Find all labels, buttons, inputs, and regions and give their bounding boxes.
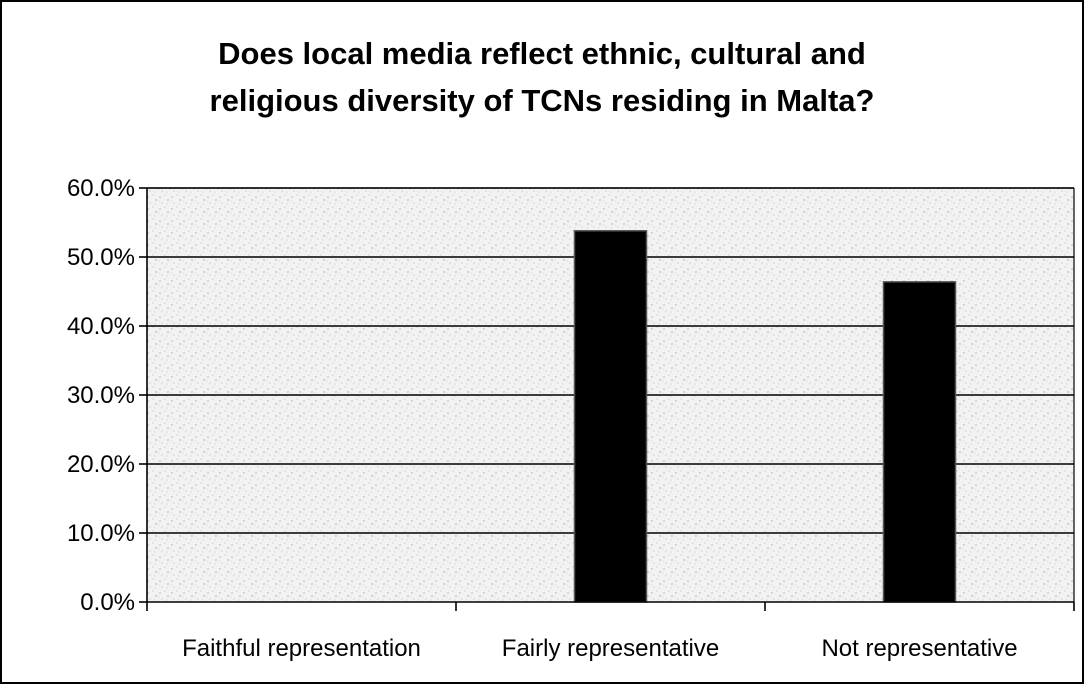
bar-2 — [882, 281, 957, 603]
chart-title: Does local media reflect ethnic, cultura… — [2, 30, 1082, 124]
chart-title-line-2: religious diversity of TCNs residing in … — [209, 83, 875, 118]
y-tick-label-3: 30.0% — [67, 382, 135, 409]
y-tick-label-5: 50.0% — [67, 244, 135, 271]
y-tick-label-0: 0.0% — [80, 589, 135, 616]
bar-1 — [573, 230, 648, 603]
x-category-label-1: Fairly representative — [502, 635, 719, 662]
y-tick-label-4: 40.0% — [67, 313, 135, 340]
x-category-labels: Faithful representation Fairly representa… — [182, 635, 1017, 662]
axes — [139, 187, 1075, 611]
x-category-label-2: Not representative — [821, 635, 1017, 662]
y-tick-label-6: 60.0% — [67, 175, 135, 202]
x-category-label-0: Faithful representation — [182, 635, 421, 662]
bars — [573, 230, 957, 603]
y-tick-label-2: 20.0% — [67, 451, 135, 478]
y-tick-label-1: 10.0% — [67, 520, 135, 547]
y-tick-labels: 0.0% 10.0% 20.0% 30.0% 40.0% 50.0% 60.0% — [67, 175, 135, 616]
chart-title-line-1: Does local media reflect ethnic, cultura… — [218, 36, 866, 71]
